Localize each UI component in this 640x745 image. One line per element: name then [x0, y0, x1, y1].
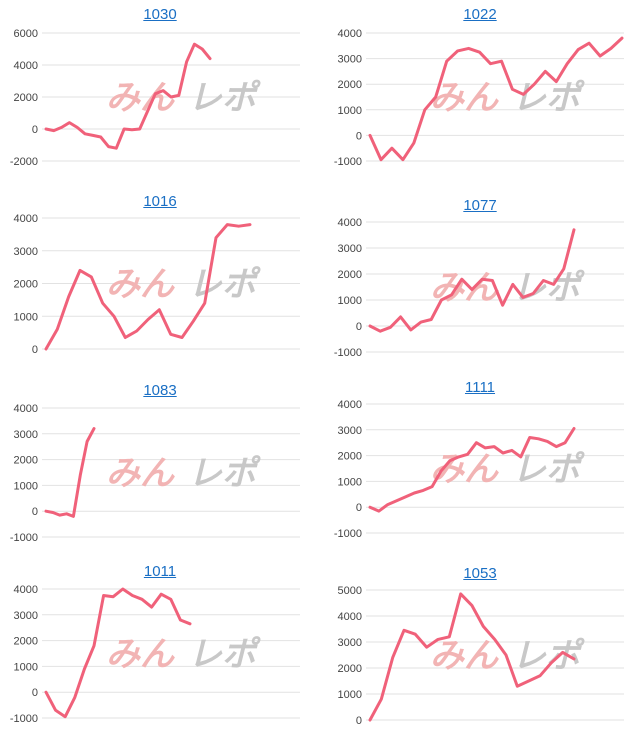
y-tick-label: 4000: [338, 611, 362, 623]
y-tick-label: 3000: [14, 429, 38, 441]
y-tick-label: 0: [356, 502, 362, 514]
y-tick-label: 1000: [14, 480, 38, 492]
line-chart: 4000 3000 2000 1000 0 -1000 みん レポ: [334, 399, 624, 540]
y-tick-label: 5000: [338, 585, 362, 597]
chart-title-link[interactable]: 1083: [143, 382, 177, 399]
y-tick-label: 3000: [338, 425, 362, 437]
y-tick-label: 2000: [338, 79, 362, 91]
watermark-logo: みん レポ: [430, 636, 585, 676]
y-tick-label: -1000: [10, 532, 38, 544]
y-tick-label: 0: [356, 321, 362, 333]
chart-panel-1077: 1077 4000 3000 2000 1000 0 -1000 みん レポ: [320, 188, 640, 373]
chart-title-link[interactable]: 1077: [463, 197, 497, 214]
line-chart: 6000 4000 2000 0 -2000 みん レポ: [10, 28, 300, 168]
line-chart: 4000 3000 2000 1000 0 -1000 みん レポ: [10, 403, 300, 544]
series-line: [368, 592, 576, 722]
y-tick-label: 1000: [338, 295, 362, 307]
y-tick-label: 0: [32, 344, 38, 356]
chart-title-link[interactable]: 1022: [463, 6, 497, 23]
chart-panel-1053: 1053 5000 4000 3000 2000 1000 0 みん レポ: [320, 560, 640, 745]
series-line: [44, 42, 212, 150]
chart-panel-1111: 1111 4000 3000 2000 1000 0 -1000 みん レポ: [320, 375, 640, 560]
watermark-logo: みん レポ: [430, 78, 585, 118]
y-tick-label: 4000: [14, 403, 38, 415]
series-line: [368, 427, 576, 513]
y-tick-label: 4000: [14, 60, 38, 72]
series-line: [368, 36, 624, 162]
watermark-text-left: みん: [430, 78, 499, 118]
y-tick-label: 2000: [14, 92, 38, 104]
watermark-text-right: レポ: [188, 454, 261, 494]
chart-panel-1083: 1083 4000 3000 2000 1000 0 -1000 みん レポ: [0, 375, 320, 560]
chart-panel-1022: 1022 4000 3000 2000 1000 0 -1000 みん レポ: [320, 0, 640, 185]
y-tick-label: 1000: [14, 311, 38, 323]
watermark-text-right: レポ: [188, 635, 261, 675]
line-chart: 4000 3000 2000 1000 0 -1000 みん レポ: [10, 584, 300, 725]
watermark-text-right: レポ: [512, 268, 585, 308]
watermark-text-left: みん: [106, 635, 175, 675]
y-tick-label: 2000: [338, 451, 362, 463]
y-tick-label: -1000: [10, 713, 38, 725]
y-tick-label: 0: [32, 124, 38, 136]
line-chart: 5000 4000 3000 2000 1000 0 みん レポ: [338, 585, 624, 727]
watermark-logo: みん レポ: [106, 635, 261, 675]
watermark-logo: みん レポ: [430, 450, 585, 490]
y-tick-label: 3000: [14, 610, 38, 622]
y-tick-label: 3000: [338, 243, 362, 255]
y-tick-label: 2000: [14, 279, 38, 291]
series-line: [44, 587, 192, 719]
watermark-text-left: みん: [106, 78, 175, 118]
y-tick-label: 1000: [338, 689, 362, 701]
y-tick-label: 0: [32, 687, 38, 699]
chart-panel-1030: 1030 6000 4000 2000 0 -2000 みん レポ: [0, 0, 320, 185]
chart-panel-1016: 1016 4000 3000 2000 1000 0 みん レポ: [0, 188, 320, 373]
y-tick-label: 1000: [14, 661, 38, 673]
y-tick-label: 2000: [338, 269, 362, 281]
watermark-text-right: レポ: [512, 78, 585, 118]
chart-panel-1011: 1011 4000 3000 2000 1000 0 -1000 みん レポ: [0, 560, 320, 745]
series-line: [368, 228, 576, 333]
watermark-text-right: レポ: [512, 636, 585, 676]
watermark-text-right: レポ: [188, 265, 261, 305]
watermark-text-right: レポ: [512, 450, 585, 490]
y-tick-label: 4000: [338, 399, 362, 411]
watermark-text-right: レポ: [188, 78, 261, 118]
y-tick-label: 4000: [14, 584, 38, 596]
y-tick-label: 2000: [338, 663, 362, 675]
watermark-logo: みん レポ: [106, 454, 261, 494]
watermark-text-left: みん: [430, 636, 499, 676]
watermark-text-left: みん: [106, 265, 175, 305]
y-tick-label: 4000: [338, 217, 362, 229]
chart-title-link[interactable]: 1111: [464, 379, 496, 396]
y-tick-label: 3000: [338, 637, 362, 649]
y-tick-label: -1000: [334, 156, 362, 168]
y-tick-label: 0: [32, 506, 38, 518]
y-tick-label: -2000: [10, 156, 38, 168]
y-tick-label: 4000: [14, 213, 38, 225]
watermark-logo: みん レポ: [106, 78, 261, 118]
y-tick-label: 0: [356, 715, 362, 727]
y-tick-label: 2000: [14, 636, 38, 648]
watermark-logo: みん レポ: [106, 265, 261, 305]
chart-title-link[interactable]: 1030: [143, 6, 177, 23]
y-tick-label: 3000: [338, 54, 362, 66]
y-tick-label: 1000: [338, 105, 362, 117]
y-tick-label: 0: [356, 130, 362, 142]
y-tick-label: -1000: [334, 528, 362, 540]
series-line: [44, 223, 252, 351]
y-tick-label: 4000: [338, 28, 362, 40]
watermark-text-left: みん: [106, 454, 175, 494]
y-tick-label: 6000: [14, 28, 38, 40]
line-chart: 4000 3000 2000 1000 0 みん レポ: [14, 213, 300, 356]
chart-title-link[interactable]: 1011: [143, 563, 177, 580]
y-tick-label: 3000: [14, 246, 38, 258]
y-tick-label: 2000: [14, 455, 38, 467]
y-tick-label: -1000: [334, 347, 362, 359]
series-line: [44, 427, 96, 518]
chart-title-link[interactable]: 1016: [143, 193, 177, 210]
y-tick-label: 1000: [338, 476, 362, 488]
chart-title-link[interactable]: 1053: [463, 565, 497, 582]
line-chart: 4000 3000 2000 1000 0 -1000 みん レポ: [334, 28, 624, 168]
